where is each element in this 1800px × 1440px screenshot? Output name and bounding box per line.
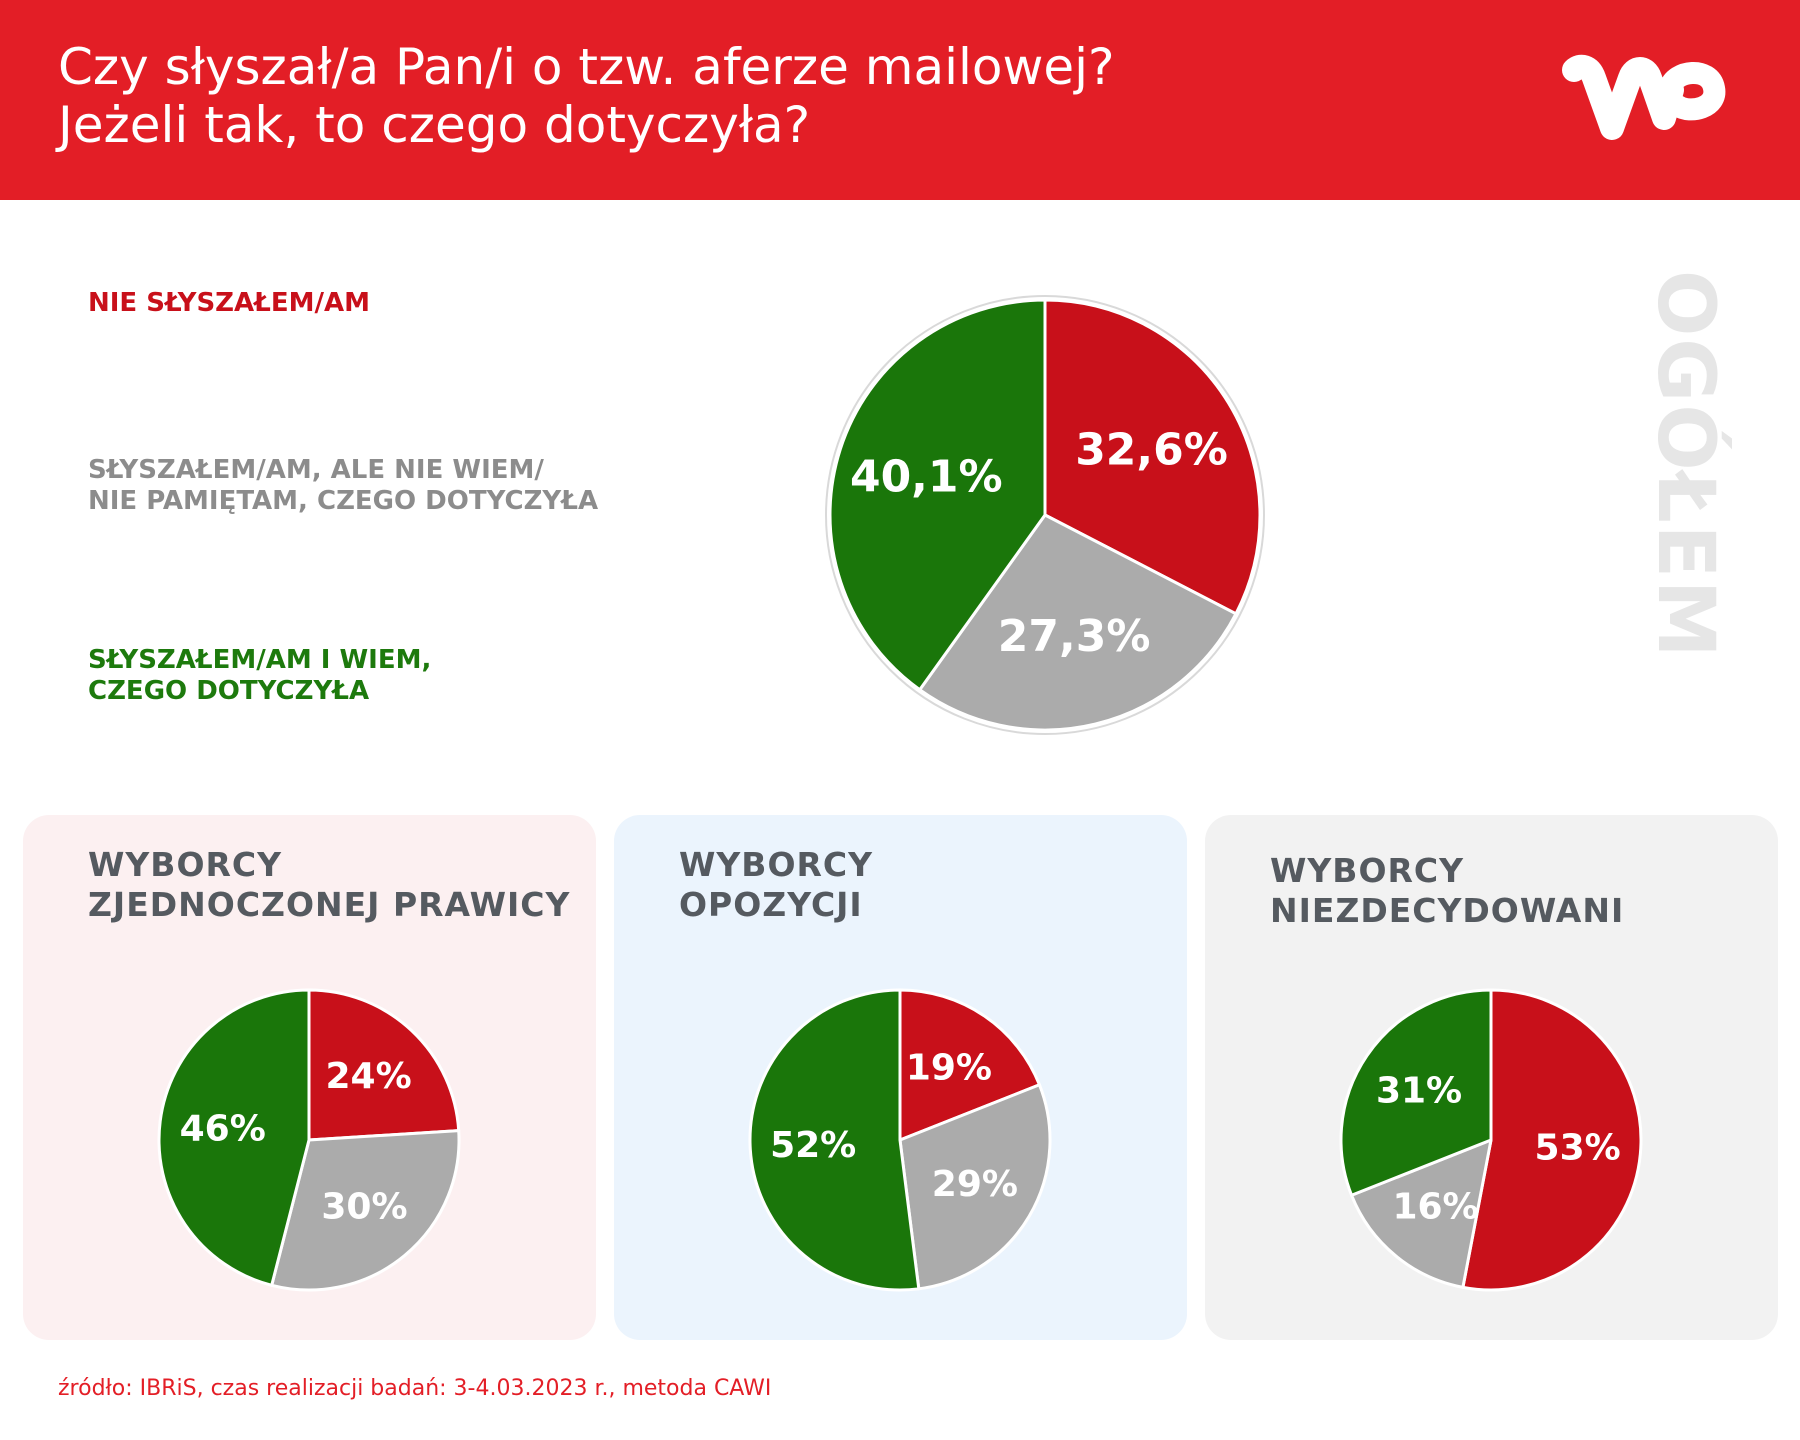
slice-heard-and-know-label: 31%	[1376, 1071, 1462, 1112]
slice-not-heard	[1043, 298, 1262, 616]
slice-not-heard	[898, 988, 1041, 1142]
card-undecided-voters: WYBORCY NIEZDECYDOWANI 53% 16% 31%	[1205, 815, 1778, 1340]
slice-not-heard-label: 24%	[325, 1056, 411, 1097]
slice-heard-dont-know-label: 30%	[321, 1187, 407, 1228]
slice-not-heard-label: 32,6%	[1075, 425, 1228, 476]
card-undecided-title: WYBORCY NIEZDECYDOWANI	[1270, 851, 1624, 931]
slice-heard-and-know	[748, 988, 921, 1292]
slice-not-heard	[1461, 988, 1643, 1292]
slice-heard-dont-know-label: 29%	[932, 1164, 1018, 1205]
card-united-right-title: WYBORCY ZJEDNOCZONEJ PRAWICY	[88, 845, 570, 925]
legend-heard-dont-know-line2: NIE PAMIĘTAM, CZEGO DOTYCZYŁA	[88, 486, 599, 516]
card-undecided-title-line2: NIEZDECYDOWANI	[1270, 891, 1625, 930]
slice-heard-and-know	[1339, 988, 1493, 1197]
title-line-1: Czy słyszał/a Pan/i o tzw. aferze mailow…	[58, 38, 1115, 96]
legend-heard-and-know-line1: SŁYSZAŁEM/AM I WIEM,	[88, 645, 432, 675]
pie-chart-undecided: 53% 16% 31%	[1339, 988, 1643, 1292]
legend-heard-dont-know-line1: SŁYSZAŁEM/AM, ALE NIE WIEM/	[88, 455, 544, 485]
slice-heard-dont-know-label: 16%	[1392, 1187, 1478, 1228]
card-united-right-title-line1: WYBORCY	[88, 845, 283, 884]
header-banner: Czy słyszał/a Pan/i o tzw. aferze mailow…	[0, 0, 1800, 200]
card-undecided-title-line1: WYBORCY	[1270, 851, 1465, 890]
title-line-2: Jeżeli tak, to czego dotyczyła?	[58, 96, 811, 154]
legend-heard-and-know-line2: CZEGO DOTYCZYŁA	[88, 676, 370, 706]
pie-chart-united-right: 24% 30% 46%	[157, 988, 461, 1292]
slice-not-heard	[307, 988, 461, 1142]
slice-heard-dont-know-label: 27,3%	[998, 611, 1151, 662]
wp-logo: WP	[1562, 54, 1726, 140]
slice-heard-and-know-label: 40,1%	[850, 451, 1003, 502]
legend-not-heard: NIE SŁYSZAŁEM/AM	[88, 288, 370, 319]
card-opposition-title: WYBORCY OPOZYCJI	[679, 845, 873, 925]
card-opposition-title-line2: OPOZYCJI	[679, 885, 863, 924]
legend-heard-dont-know: SŁYSZAŁEM/AM, ALE NIE WIEM/ NIE PAMIĘTAM…	[88, 455, 598, 517]
slice-heard-and-know-label: 52%	[770, 1125, 856, 1166]
slice-not-heard-label: 53%	[1535, 1128, 1621, 1169]
card-united-right-title-line2: ZJEDNOCZONEJ PRAWICY	[88, 885, 571, 924]
card-united-right-voters: WYBORCY ZJEDNOCZONEJ PRAWICY 24% 30% 46%	[23, 815, 596, 1340]
slice-heard-and-know	[157, 988, 311, 1287]
card-opposition-title-line1: WYBORCY	[679, 845, 874, 884]
card-opposition-voters: WYBORCY OPOZYCJI 19% 29% 52%	[614, 815, 1187, 1340]
page-title: Czy słyszał/a Pan/i o tzw. aferze mailow…	[58, 38, 1115, 154]
slice-not-heard-label: 19%	[906, 1048, 992, 1089]
slice-heard-and-know	[828, 298, 1047, 692]
slice-heard-dont-know	[898, 1083, 1052, 1291]
pie-chart-overall: 32,6% 27,3% 40,1%	[825, 295, 1265, 735]
legend-not-heard-line1: NIE SŁYSZAŁEM/AM	[88, 288, 370, 318]
legend-heard-and-know: SŁYSZAŁEM/AM I WIEM, CZEGO DOTYCZYŁA	[88, 645, 431, 707]
slice-heard-dont-know	[1350, 1138, 1493, 1289]
slice-heard-dont-know	[270, 1129, 461, 1292]
source-footnote: źródło: IBRiS, czas realizacji badań: 3-…	[58, 1376, 772, 1401]
slice-heard-and-know-label: 46%	[180, 1109, 266, 1150]
overall-side-label-text: OGÓŁEM	[1640, 270, 1730, 660]
slice-heard-dont-know	[918, 513, 1238, 732]
pie-chart-opposition: 19% 29% 52%	[748, 988, 1052, 1292]
